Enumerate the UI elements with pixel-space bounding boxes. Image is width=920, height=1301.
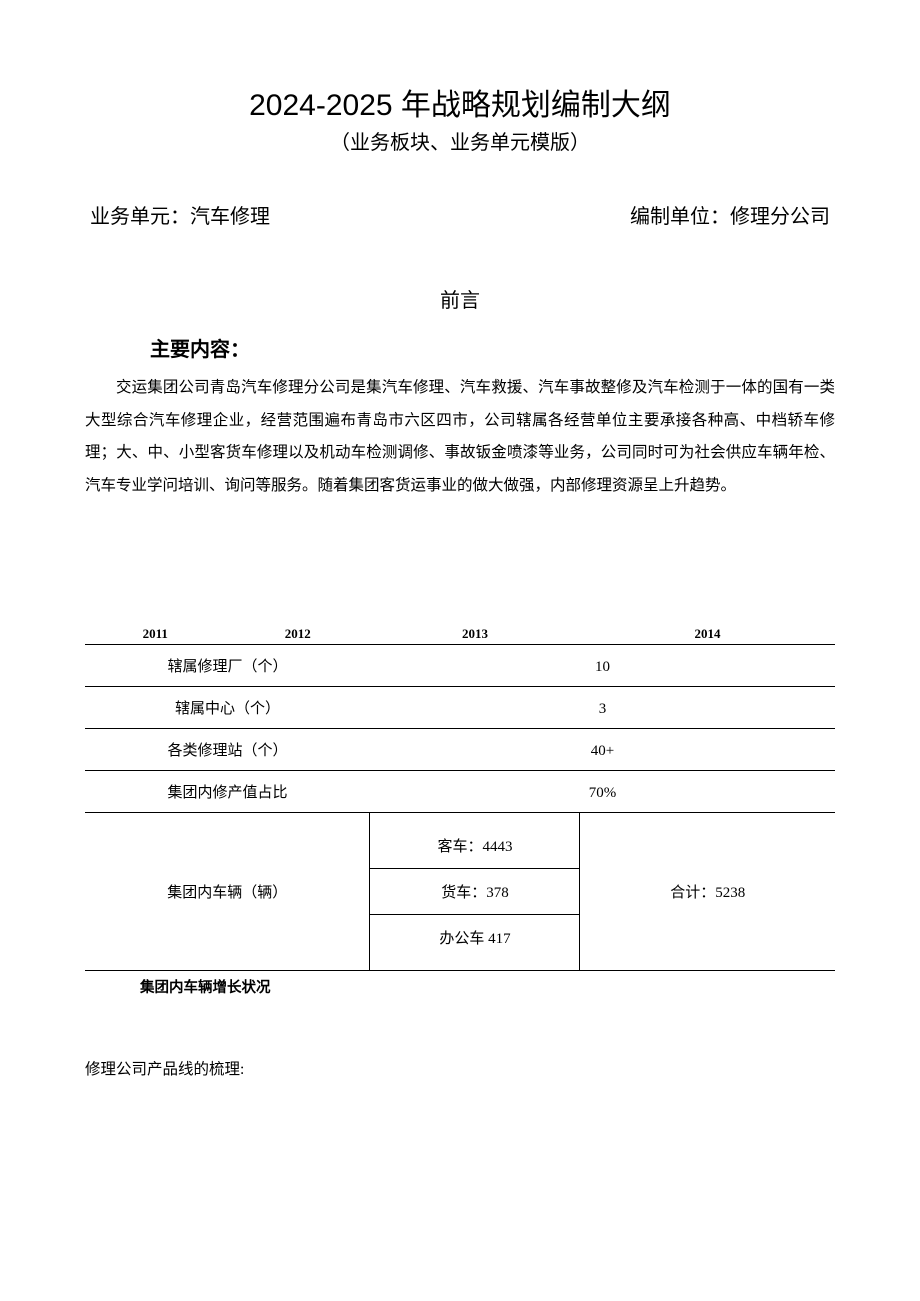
- page-title: 2024-2025 年战略规划编制大纲: [85, 80, 835, 124]
- row-value: 40+: [370, 729, 835, 771]
- row-value: 10: [370, 645, 835, 687]
- year-header: 2014: [580, 622, 835, 645]
- preface-body: 交运集团公司青岛汽车修理分公司是集汽车修理、汽车救援、汽车事故整修及汽车检测于一…: [85, 372, 835, 502]
- year-header: 2012: [226, 622, 370, 645]
- table-row: 辖属修理厂（个） 10: [85, 645, 835, 687]
- table-caption: 集团内车辆增长状况: [140, 976, 835, 997]
- vehicle-truck: 货车：378: [370, 869, 579, 915]
- vehicle-total: 合计：5238: [580, 813, 835, 971]
- table-row-vehicles: 集团内车辆（辆） 客车：4443 货车：378 办公车 417 合计：5238: [85, 813, 835, 971]
- product-line-text: 修理公司产品线的梳理:: [85, 1057, 835, 1079]
- row-label: 辖属中心（个）: [85, 687, 370, 729]
- vehicle-breakdown-cell: 客车：4443 货车：378 办公车 417: [370, 813, 580, 971]
- table-row: 辖属中心（个） 3: [85, 687, 835, 729]
- section-title: 主要内容：: [150, 333, 835, 362]
- vehicle-bus: 客车：4443: [370, 823, 579, 869]
- row-value: 3: [370, 687, 835, 729]
- vehicle-office: 办公车 417: [370, 915, 579, 960]
- row-label: 集团内车辆（辆）: [85, 813, 370, 971]
- table-header-row: 2011 2012 2013 2014: [85, 622, 835, 645]
- row-label: 集团内修产值占比: [85, 771, 370, 813]
- row-value: 70%: [370, 771, 835, 813]
- year-header: 2013: [370, 622, 580, 645]
- summary-table: 2011 2012 2013 2014 辖属修理厂（个） 10 辖属中心（个） …: [85, 622, 835, 971]
- table-row: 集团内修产值占比 70%: [85, 771, 835, 813]
- preface-title: 前言: [85, 284, 835, 313]
- compiling-unit-label: 编制单位：修理分公司: [630, 200, 830, 229]
- row-label: 各类修理站（个）: [85, 729, 370, 771]
- row-label: 辖属修理厂（个）: [85, 645, 370, 687]
- unit-info-row: 业务单元：汽车修理 编制单位：修理分公司: [85, 200, 835, 229]
- business-unit-label: 业务单元：汽车修理: [90, 200, 270, 229]
- year-header: 2011: [85, 622, 226, 645]
- page-subtitle: （业务板块、业务单元模版）: [85, 126, 835, 155]
- table-row: 各类修理站（个） 40+: [85, 729, 835, 771]
